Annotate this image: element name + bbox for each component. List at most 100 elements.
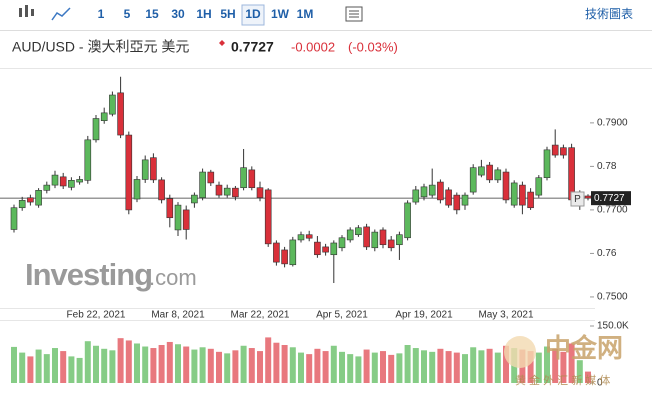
- volume-bar: [339, 351, 345, 383]
- candle-body: [412, 189, 420, 203]
- overlay-watermark: 中金网: [545, 333, 623, 363]
- technical-chart-link[interactable]: 技術圖表: [585, 7, 633, 21]
- candle-body: [10, 207, 18, 230]
- candle-body: [404, 202, 411, 239]
- candle-body: [264, 189, 272, 245]
- price-change-percent: (-0.03%): [348, 39, 398, 54]
- volume-bar: [462, 354, 468, 383]
- last-price-box: [591, 191, 631, 206]
- volume-bar: [19, 352, 26, 383]
- volume-bar: [232, 350, 239, 383]
- volume-bar: [125, 340, 132, 383]
- table-icon[interactable]: [345, 6, 363, 22]
- volume-bar: [60, 351, 67, 383]
- interval-button[interactable]: 1: [98, 7, 105, 21]
- volume-bar: [478, 350, 485, 383]
- volume-bar: [257, 351, 263, 383]
- interval-button[interactable]: 1H: [196, 7, 211, 21]
- volume-bar: [158, 345, 165, 383]
- interval-button[interactable]: 30: [171, 7, 185, 21]
- candle-body: [527, 191, 534, 209]
- interval-button[interactable]: 15: [145, 7, 159, 21]
- volume-bar: [552, 348, 559, 383]
- candle-body: [166, 198, 174, 219]
- volume-bar: [101, 348, 108, 383]
- interval-button[interactable]: 1W: [271, 7, 290, 21]
- candle-body: [18, 200, 26, 209]
- candle-body: [379, 229, 387, 246]
- candle-body: [109, 94, 116, 115]
- volume-bar: [347, 354, 354, 383]
- interval-button[interactable]: 5H: [220, 7, 235, 21]
- y-tick-label: 0.7700: [597, 205, 628, 216]
- candle-body: [338, 237, 346, 249]
- volume-bar: [421, 350, 427, 383]
- x-tick-label: Apr 19, 2021: [395, 310, 453, 321]
- candle-icon[interactable]: [19, 5, 34, 17]
- candle-body: [133, 179, 141, 200]
- candle-body: [396, 234, 403, 246]
- candle-body: [502, 171, 510, 201]
- y-tick-label: 0.76: [597, 248, 617, 259]
- volume-bar: [429, 351, 436, 383]
- candle-body: [35, 190, 42, 206]
- candle-body: [469, 167, 477, 193]
- volume-bar: [142, 346, 149, 383]
- marker-label: P: [574, 194, 581, 205]
- volume-bar: [494, 352, 501, 383]
- y-tick-label: 0.78: [597, 161, 617, 172]
- volume-bar: [289, 347, 296, 383]
- volume-bar: [43, 354, 50, 383]
- overlay-logo: [504, 336, 536, 368]
- interval-button[interactable]: 1M: [297, 7, 314, 21]
- volume-bar: [330, 345, 337, 383]
- candle-body: [150, 157, 157, 181]
- interval-button[interactable]: 1D: [245, 7, 261, 21]
- candle-body: [191, 194, 198, 204]
- volume-bar: [84, 341, 91, 383]
- volume-bar: [117, 338, 124, 383]
- volume-bar: [93, 345, 99, 383]
- candle-body: [141, 159, 149, 180]
- line-icon[interactable]: [51, 7, 71, 21]
- candle-body: [182, 209, 190, 230]
- volume-bar: [183, 346, 190, 383]
- x-tick-label: May 3, 2021: [478, 310, 533, 321]
- volume-bar: [470, 347, 477, 383]
- volume-bar: [380, 351, 386, 383]
- candle-body: [256, 187, 264, 199]
- candle-body: [387, 239, 395, 249]
- last-price: 0.7727: [231, 39, 274, 55]
- volume-bar: [314, 348, 321, 383]
- marker-box: [570, 191, 585, 207]
- volume-bar: [109, 350, 116, 383]
- volume-bar: [35, 349, 42, 383]
- candle-body: [273, 242, 280, 263]
- candle-body: [240, 167, 247, 189]
- volume-bar: [322, 351, 329, 383]
- volume-bar: [240, 345, 247, 383]
- last-price-label: 0.7727: [594, 193, 625, 204]
- candle-body: [207, 171, 215, 184]
- volume-bar: [445, 351, 452, 383]
- candle-body: [330, 242, 338, 256]
- overlay-subtitle: 黄 金 外 汇 新 媒 体: [515, 373, 610, 387]
- volume-bar: [527, 351, 534, 383]
- price-change: -0.0002: [291, 39, 335, 54]
- candle-body: [158, 179, 165, 201]
- watermark-suffix: .com: [149, 265, 197, 290]
- active-interval-box: [241, 4, 265, 26]
- volume-bar: [363, 349, 370, 383]
- volume-bar: [486, 348, 493, 383]
- volume-bar: [150, 348, 157, 383]
- candle-body: [510, 182, 518, 206]
- candle-body: [76, 179, 83, 183]
- volume-bar: [404, 345, 411, 383]
- interval-button[interactable]: 5: [124, 7, 131, 21]
- volume-bar: [68, 356, 75, 383]
- candle-body: [100, 112, 108, 121]
- candle-body: [543, 149, 551, 179]
- candle-body: [355, 227, 362, 236]
- candle-body: [371, 231, 379, 249]
